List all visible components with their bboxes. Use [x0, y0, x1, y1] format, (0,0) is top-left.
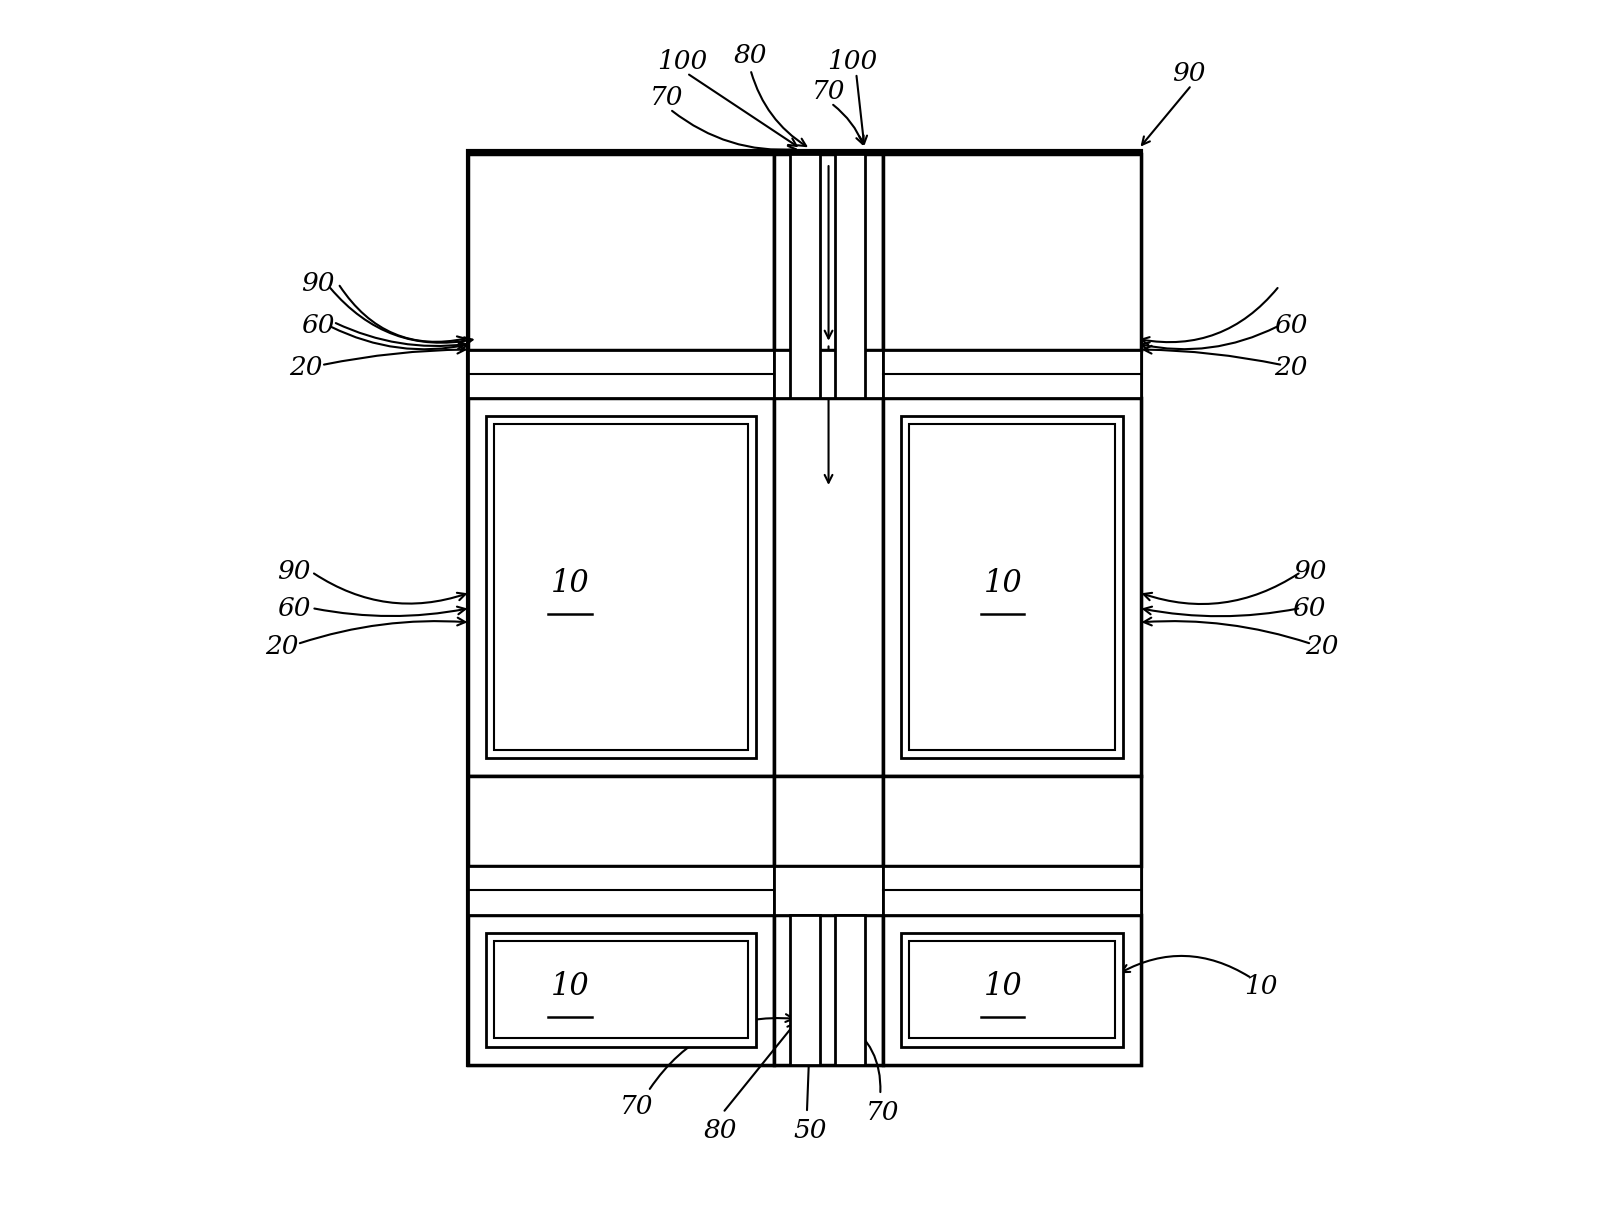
Polygon shape: [774, 914, 883, 1065]
Polygon shape: [774, 398, 883, 776]
Polygon shape: [468, 153, 774, 349]
Polygon shape: [774, 776, 883, 867]
Polygon shape: [883, 914, 1141, 1065]
Polygon shape: [468, 151, 1141, 1065]
Polygon shape: [909, 424, 1115, 750]
Polygon shape: [468, 867, 774, 914]
Text: 60: 60: [1292, 596, 1326, 620]
Text: 20: 20: [1274, 355, 1308, 381]
Polygon shape: [468, 398, 774, 776]
Polygon shape: [486, 416, 756, 759]
Text: 90: 90: [1292, 559, 1326, 585]
Polygon shape: [774, 867, 883, 914]
Text: 20: 20: [290, 355, 322, 381]
Text: 10: 10: [983, 568, 1022, 599]
Text: 90: 90: [1173, 61, 1205, 85]
Polygon shape: [494, 424, 748, 750]
Text: 70: 70: [813, 79, 845, 103]
Polygon shape: [790, 914, 821, 1065]
Polygon shape: [883, 153, 1141, 349]
Polygon shape: [774, 349, 883, 398]
Text: 80: 80: [703, 1119, 737, 1143]
Text: 70: 70: [650, 85, 682, 109]
Text: 90: 90: [301, 271, 335, 295]
Polygon shape: [494, 941, 748, 1038]
Text: 70: 70: [619, 1094, 653, 1120]
Text: 60: 60: [301, 313, 335, 338]
Polygon shape: [835, 914, 864, 1065]
Text: 100: 100: [827, 49, 877, 73]
Text: 10: 10: [983, 972, 1022, 1002]
Text: 90: 90: [277, 559, 311, 585]
Text: 60: 60: [1274, 313, 1308, 338]
Text: 10: 10: [550, 568, 589, 599]
Polygon shape: [901, 933, 1123, 1047]
Text: 70: 70: [866, 1100, 899, 1125]
Polygon shape: [909, 941, 1115, 1038]
Polygon shape: [790, 153, 821, 398]
Polygon shape: [774, 153, 883, 349]
Text: 80: 80: [734, 43, 767, 68]
Text: 100: 100: [656, 49, 706, 73]
Text: 20: 20: [265, 634, 298, 659]
Text: 10: 10: [1244, 974, 1278, 1000]
Polygon shape: [835, 153, 864, 398]
Text: 20: 20: [1305, 634, 1339, 659]
Polygon shape: [883, 776, 1141, 867]
Polygon shape: [883, 867, 1141, 914]
Text: 50: 50: [793, 1119, 827, 1143]
Polygon shape: [468, 914, 774, 1065]
Polygon shape: [486, 933, 756, 1047]
Polygon shape: [468, 349, 774, 398]
Text: 10: 10: [550, 972, 589, 1002]
Text: 60: 60: [277, 596, 311, 620]
Polygon shape: [883, 349, 1141, 398]
Polygon shape: [883, 398, 1141, 776]
Polygon shape: [901, 416, 1123, 759]
Polygon shape: [468, 776, 774, 867]
